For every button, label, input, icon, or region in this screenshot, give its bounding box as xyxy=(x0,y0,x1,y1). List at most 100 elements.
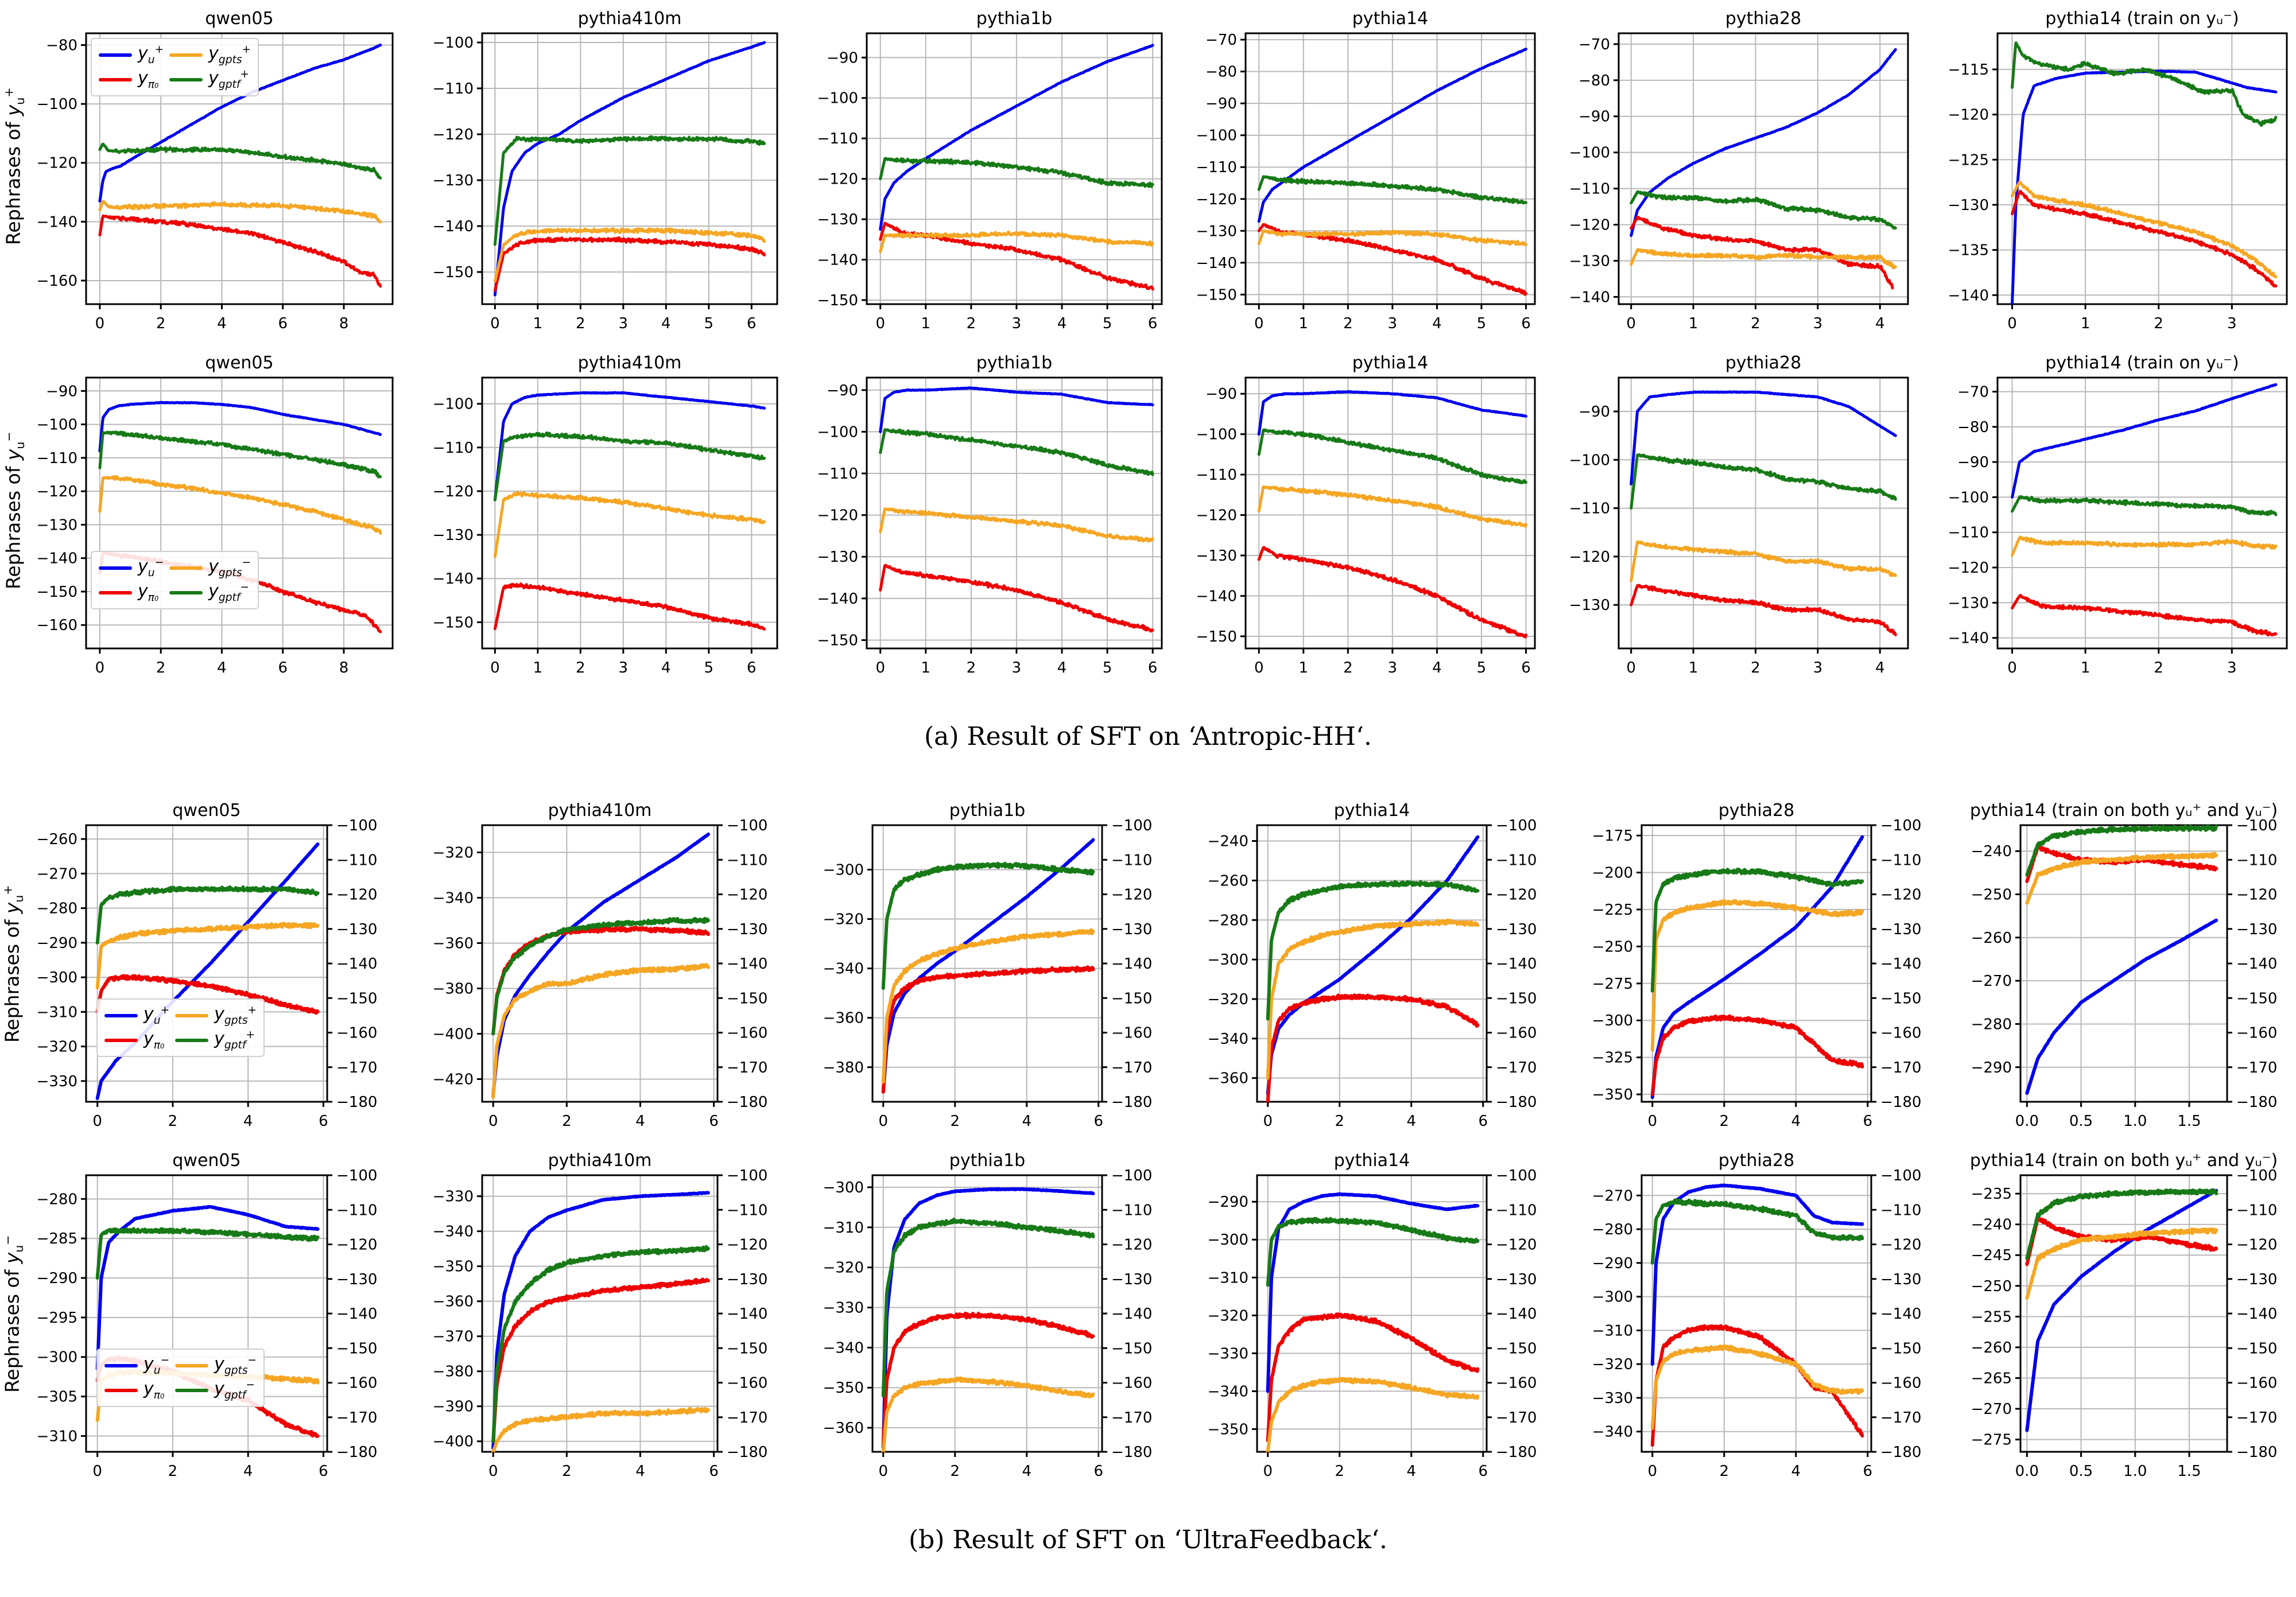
series-line-y_gpts xyxy=(2025,1227,2219,1300)
legend-label-y_gpts: ygpts− xyxy=(214,1354,257,1377)
y-tick-label: −290 xyxy=(37,1270,77,1287)
chart-panel-b-1-2: pythia1b −360 −350 −340 −330 −320 −310 −300 −180… xyxy=(823,1151,1153,1492)
series-line-y_gpts xyxy=(1630,540,1897,582)
panel-title: pythia28 xyxy=(1725,9,1801,29)
y-tick-label: −245 xyxy=(1971,1247,2012,1264)
series-line-y_u xyxy=(1630,48,1897,237)
panel-title: pythia14 xyxy=(1334,1151,1410,1171)
plot-frame xyxy=(1618,376,1909,650)
y-tick-label-right: −110 xyxy=(2236,852,2277,869)
x-tick-label: 6 xyxy=(709,1463,719,1480)
x-tick-label: 6 xyxy=(319,1113,328,1130)
y-tick-label: −120 xyxy=(37,483,77,500)
y-tick-label: −110 xyxy=(817,130,858,147)
y-tick-label: −290 xyxy=(1592,1255,1633,1272)
panel-cell-b10: qwen05 −310 −305 −300 −295 −290 −285 −280 −180 −1… xyxy=(0,1142,396,1492)
chart-panel-b-0-0: qwen05 −330 −320 −310 −300 −290 −280 −270 −260 −1… xyxy=(37,801,378,1130)
series-line-y_gpts xyxy=(879,230,1154,253)
series-line-y_gptf xyxy=(1257,175,1527,205)
panel-row-a-top: qwen05 −160 −140 −120 −100 −80 0 2 4 6 8 yu+ ygpts+ y… xyxy=(0,0,2296,344)
y-tick-label: −240 xyxy=(1208,833,1248,850)
x-axis-label: Number of epochs xyxy=(1684,687,1843,689)
series-line-y_pi0 xyxy=(1650,1014,1864,1097)
y-tick-label: −150 xyxy=(1196,286,1237,304)
chart-panel-a-1-4: pythia28 −130 −120 −110 −100 −90 0 1 2 3 4 Number o… xyxy=(1569,353,1909,689)
y-tick-label-right: −140 xyxy=(1880,955,1921,973)
y-tick-label-right: −160 xyxy=(1880,1375,1921,1392)
y-tick-label: −90 xyxy=(1578,403,1610,421)
gridlines xyxy=(482,1175,718,1452)
y-tick-label: −280 xyxy=(1208,912,1248,929)
x-tick-label: 5 xyxy=(1477,659,1487,677)
y-tick-label: −110 xyxy=(1948,524,1989,542)
y-tick-label: −130 xyxy=(1569,252,1610,270)
y-tick-label-right: −120 xyxy=(1111,887,1152,904)
y-tick-label: −90 xyxy=(1205,95,1237,112)
y-tick-label: −290 xyxy=(1208,1194,1248,1211)
y-tick-label: −350 xyxy=(433,1258,474,1276)
y-tick-label-right: −120 xyxy=(1496,887,1537,904)
y-tick-label-right: −180 xyxy=(1880,1444,1921,1461)
y-tick-label-right: −180 xyxy=(1496,1094,1537,1111)
y-tick-label-right: −120 xyxy=(1111,1237,1152,1254)
series-line-y_u xyxy=(2025,1188,2219,1432)
x-tick-label: 0 xyxy=(488,1113,498,1130)
y-tick-label: −250 xyxy=(1592,938,1633,955)
y-tick-label-right: −150 xyxy=(1111,990,1152,1007)
x-tick-label: 3 xyxy=(619,659,629,677)
legend-swatch-y_u xyxy=(104,1363,138,1367)
y-tick-label: −275 xyxy=(1971,1432,2012,1449)
panel-title: qwen05 xyxy=(205,9,273,29)
y-tick-label: −130 xyxy=(1196,547,1237,565)
legend-swatch-y_u xyxy=(104,1013,138,1017)
x-tick-label: 6 xyxy=(747,315,757,332)
series-line-y_pi0 xyxy=(2011,189,2278,288)
series-line-y_pi0 xyxy=(491,1277,710,1443)
x-tick-label: 2 xyxy=(1719,1113,1729,1130)
y-tick-label: −260 xyxy=(1208,872,1248,889)
y-tick-label: −340 xyxy=(823,961,864,978)
series-line-y_pi0 xyxy=(493,582,766,631)
x-tick-label: 0 xyxy=(1647,1463,1657,1480)
series-line-y_gptf xyxy=(491,1245,710,1443)
y-tick-label: −140 xyxy=(1196,588,1237,605)
y-tick-label-right: −170 xyxy=(2236,1059,2277,1077)
y-tick-label: −300 xyxy=(1208,1231,1248,1249)
x-tick-label: 4 xyxy=(1406,1113,1416,1130)
y-tick-label: −90 xyxy=(1205,386,1237,403)
panel-title: pythia14 (train on yᵤ⁻) xyxy=(2045,9,2239,29)
y-tick-label: −300 xyxy=(1592,1012,1633,1029)
chart-panel-b-1-1: pythia410m −400 −390 −380 −370 −360 −350 −340 −3… xyxy=(433,1151,768,1492)
y-tick-label: −150 xyxy=(817,632,858,649)
x-tick-label: 0 xyxy=(875,659,885,677)
y-tick-label-right: −110 xyxy=(2236,1202,2277,1219)
x-tick-label: 6 xyxy=(1148,315,1158,332)
x-tick-label: 0 xyxy=(1626,315,1636,332)
legend-label-y_gptf: ygptf− xyxy=(208,581,249,604)
y-tick-label: −140 xyxy=(1196,255,1237,272)
y-tick-label: −330 xyxy=(823,1300,864,1317)
y-tick-label: −240 xyxy=(1971,1217,2012,1234)
y-tick-label: −290 xyxy=(1971,1059,2012,1077)
y-tick-label-right: −120 xyxy=(2236,887,2277,904)
chart-panel-b-0-4: pythia28 −350 −325 −300 −275 −250 −225 −200 −175… xyxy=(1592,801,1922,1130)
x-tick-label: 2 xyxy=(967,315,976,332)
y-tick-label-right: −150 xyxy=(1880,1340,1921,1357)
series-line-y_pi0 xyxy=(95,974,320,1015)
series-line-y_gptf xyxy=(881,861,1095,990)
series-line-y_gpts xyxy=(493,491,766,558)
y-tick-label-right: −100 xyxy=(1111,1167,1152,1184)
legend: yu− ygpts− yπ0 ygptf− xyxy=(96,1349,265,1407)
panel-title: pythia14 xyxy=(1352,9,1428,29)
y-tick-label: −240 xyxy=(1971,843,2012,860)
subfigure-caption-a: (a) Result of SFT on ‘Antropic-HH‘. xyxy=(924,722,1372,751)
plot-frame xyxy=(1244,376,1536,650)
y-tick-label-right: −180 xyxy=(1880,1094,1921,1111)
y-tick-label-right: −120 xyxy=(336,887,377,904)
y-tick-label: −280 xyxy=(1971,1016,2012,1033)
y-tick-label: −360 xyxy=(823,1010,864,1027)
y-tick-label-right: −170 xyxy=(1880,1059,1921,1077)
chart-panel-a-0-1: pythia410m −150 −140 −130 −120 −110 −100 0 1 2 3 4 5… xyxy=(433,9,778,332)
series-line-y_pi0 xyxy=(2011,593,2278,637)
plot-frame xyxy=(1618,32,1909,305)
